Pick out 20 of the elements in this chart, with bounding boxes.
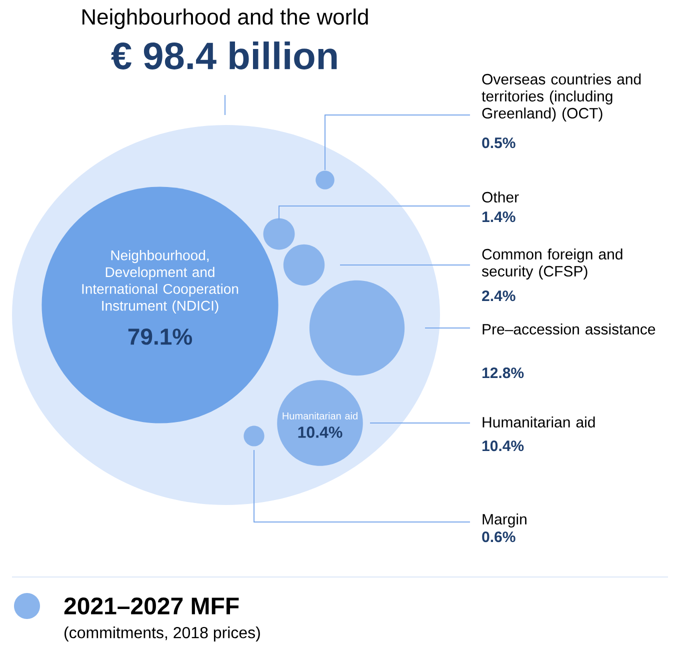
- category-label: Humanitarian aid: [282, 412, 358, 420]
- text: 10.4%: [482, 440, 524, 452]
- data-label: 10.4%: [298, 426, 342, 438]
- category-label: Margin: [482, 514, 526, 528]
- data-label: 2.4%: [482, 290, 516, 302]
- data-label: 79.1%: [128, 328, 192, 345]
- data-label: 12.8%: [482, 368, 524, 378]
- legend-label: 2021–2027 MFF: [64, 598, 239, 614]
- category-label: Common foreign and security (CFSP): [482, 248, 622, 280]
- category-label: Other: [482, 192, 519, 203]
- data-label: 1.4%: [482, 212, 516, 222]
- category-label: Neighbourhood, Development and International Cooperation Instrument (NDICI): [82, 250, 238, 314]
- category-label: Pre–accession assistance: [482, 324, 656, 335]
- text: (commitments, 2018 prices): [64, 626, 260, 642]
- data-label: 0.6%: [482, 532, 516, 542]
- category-label: Humanitarian aid: [482, 416, 595, 428]
- category-label: Overseas countries and territories (including Greenland) (OCT): [482, 74, 641, 122]
- text: Neighbourhood and the world: [82, 8, 368, 30]
- data-label: 0.5%: [482, 138, 516, 148]
- text: € 98.4 billion: [111, 42, 337, 70]
